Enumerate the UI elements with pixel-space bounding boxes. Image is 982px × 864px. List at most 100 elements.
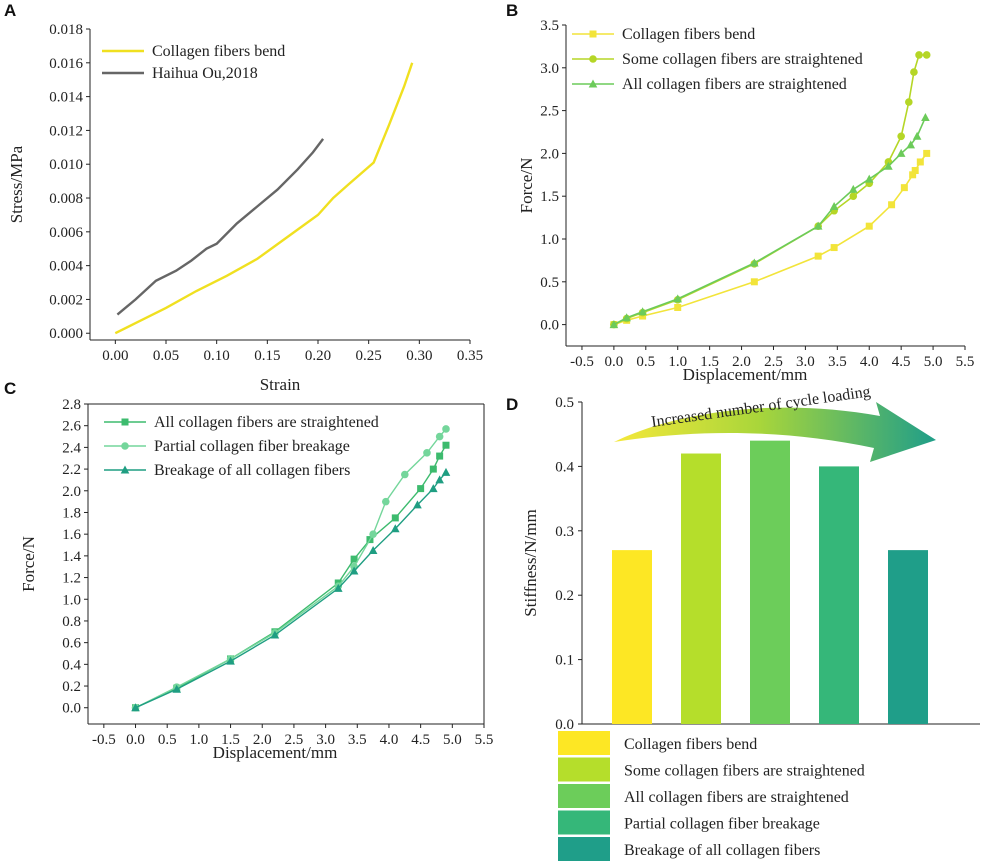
panel-b-x-tick-label: 3.5: [828, 354, 847, 370]
panel-b-data-point: [909, 171, 917, 179]
panel-b-x-tick-label: 1.0: [668, 354, 687, 370]
panel-c-x-tick-label: 1.5: [221, 732, 240, 748]
panel-b-legend-marker: [589, 30, 597, 38]
panel-d-bar: [888, 550, 928, 724]
panel-a-y-tick-label: 0.006: [49, 225, 83, 241]
panel-b-data-point: [673, 294, 683, 303]
panel-b-x-tick-label: 3.0: [796, 354, 815, 370]
panel-d-legend-swatch: [558, 731, 610, 755]
panel-b-y-tick-label: 2.5: [540, 104, 559, 120]
panel-b-data-point: [609, 320, 619, 329]
panel-a-x-tick-label: 0.35: [457, 348, 483, 364]
panel-c-data-point: [429, 465, 437, 473]
chart-d: 0.0 0.1 0.2 0.3 0.4 0.5 Stiffness/N/mm Collagen…: [521, 383, 980, 861]
panel-label-a: A: [4, 1, 16, 20]
panel-b-data-point: [921, 112, 930, 121]
panel-b-data-point: [896, 148, 906, 157]
panel-b-x-tick-label: 4.0: [860, 354, 879, 370]
panel-d-y-tick-label: 0.5: [555, 395, 574, 411]
panel-d-y-tick-label: 0.1: [555, 653, 574, 669]
panel-d-y-tick-label: 0.3: [555, 524, 574, 540]
panel-b-legend-label: Collagen fibers bend: [622, 26, 755, 43]
panel-a-y-tick-label: 0.016: [49, 56, 83, 72]
panel-c-data-point: [391, 514, 399, 522]
panel-c-data-point: [381, 497, 390, 506]
chart-c: -0.5 0.0 0.5 1.0 1.5 2.0 2.5 3.0 3.5 4.0 4.5 5.0 5.5…: [19, 397, 493, 762]
panel-c-data-point: [413, 500, 422, 509]
panel-c-legend-label: Partial collagen fiber breakage: [154, 438, 350, 455]
panel-c-y-tick-label: 0.6: [62, 636, 81, 652]
panel-d-legend-swatch: [558, 784, 610, 808]
panel-b-data-point: [622, 313, 631, 322]
panel-d-bar: [819, 466, 859, 724]
panel-d-y-axis-label: Stiffness/N/mm: [521, 509, 540, 616]
panel-c-legend-marker: [120, 465, 130, 474]
panel-b-data-point: [923, 149, 931, 157]
panel-b-x-tick-label: 5.5: [956, 354, 975, 370]
panel-a-x-tick-label: 0.00: [102, 348, 128, 364]
panel-d-legend-label: Partial collagen fiber breakage: [624, 816, 820, 833]
panel-c-y-tick-label: 2.4: [62, 440, 81, 456]
panel-d-legend-label: Collagen fibers bend: [624, 736, 757, 753]
panel-a-x-axis-label: Strain: [260, 375, 301, 394]
panel-b-legend-marker: [589, 55, 597, 63]
panel-a-y-tick-label: 0.000: [49, 326, 83, 342]
panel-c-data-point: [423, 449, 431, 457]
panel-c-y-axis-label: Force/N: [19, 536, 38, 592]
panel-d-legend-label: Breakage of all collagen fibers: [624, 842, 820, 859]
panel-a-y-tick-label: 0.018: [49, 22, 83, 38]
panel-b-data-point: [848, 184, 858, 193]
panel-b-data-point: [912, 131, 922, 140]
panel-b-data-point: [916, 158, 924, 166]
panel-b-x-tick-label: 2.5: [764, 354, 783, 370]
chart-b: -0.5 0.0 0.5 1.0 1.5 2.0 2.5 3.0 3.5 4.0 4.5 5.0 5.5…: [517, 18, 974, 384]
panel-c-x-tick-label: 4.0: [380, 732, 399, 748]
panel-c-y-tick-label: 0.0: [62, 701, 81, 717]
panel-c-legend-label: All collagen fibers are straightened: [154, 414, 379, 431]
panel-c-x-tick-label: 4.5: [411, 732, 430, 748]
panel-a-series-line: [114, 62, 414, 335]
panel-c-data-point: [350, 555, 358, 563]
panel-b-data-point: [674, 303, 682, 311]
panel-b-legend-label: All collagen fibers are straightened: [622, 76, 847, 93]
panel-b-series-line: [613, 117, 927, 326]
panel-a-legend-label: Collagen fibers bend: [152, 43, 285, 60]
panel-c-data-point: [172, 684, 182, 693]
panel-c-data-point: [349, 566, 359, 575]
panel-d-bar: [612, 550, 652, 724]
panel-a-x-tick-label: 0.15: [254, 348, 280, 364]
panel-c-y-tick-label: 1.2: [62, 571, 81, 587]
panel-b-y-tick-label: 0.0: [540, 318, 559, 334]
panel-c-y-tick-label: 2.0: [62, 484, 81, 500]
panel-c-data-point: [442, 425, 450, 433]
panel-c-data-point: [401, 470, 409, 479]
panel-d-y-tick-label: 0.2: [555, 588, 574, 604]
panel-b-data-point: [813, 221, 823, 230]
panel-a-y-tick-label: 0.002: [49, 292, 83, 308]
panel-a-y-tick-label: 0.012: [49, 123, 83, 139]
panel-b-data-point: [911, 167, 919, 175]
panel-b-data-point: [922, 51, 931, 59]
panel-b-x-tick-label: 0.0: [605, 354, 624, 370]
panel-b-series-line: [613, 54, 927, 326]
panel-a-y-tick-label: 0.004: [49, 259, 83, 275]
panel-c-data-point: [368, 545, 378, 554]
panel-b-y-tick-label: 0.5: [540, 275, 559, 291]
panel-b-data-point: [829, 201, 839, 210]
panel-c-y-tick-label: 1.0: [62, 592, 81, 608]
panel-c-y-tick-label: 1.8: [62, 505, 81, 521]
panel-c-y-tick-label: 0.4: [62, 657, 81, 673]
panel-label-b: B: [506, 1, 518, 20]
panel-d-legend-swatch: [558, 757, 610, 782]
panel-label-c: C: [4, 379, 16, 398]
panel-c-data-point: [369, 530, 377, 538]
panel-a-series-line: [116, 138, 325, 316]
panel-b-x-tick-label: 5.0: [924, 354, 943, 370]
panel-c-x-tick-label: 2.5: [285, 732, 304, 748]
panel-c-data-point: [390, 524, 400, 533]
panel-a-x-tick-label: 0.25: [356, 348, 382, 364]
panel-c-data-point: [441, 467, 451, 476]
panel-b-y-tick-label: 3.5: [540, 18, 559, 34]
panel-b-data-point: [884, 161, 893, 170]
panel-b-x-tick-label: 2.0: [732, 354, 751, 370]
